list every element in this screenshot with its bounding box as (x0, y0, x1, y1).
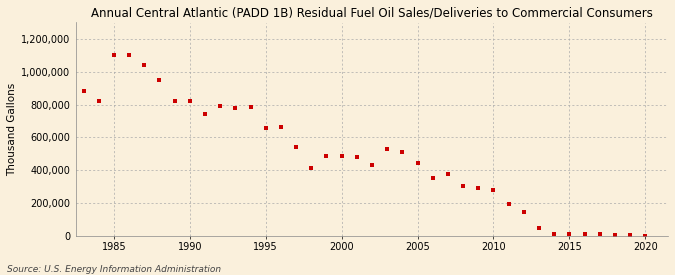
Y-axis label: Thousand Gallons: Thousand Gallons (7, 82, 17, 176)
Title: Annual Central Atlantic (PADD 1B) Residual Fuel Oil Sales/Deliveries to Commerci: Annual Central Atlantic (PADD 1B) Residu… (91, 7, 653, 20)
Text: Source: U.S. Energy Information Administration: Source: U.S. Energy Information Administ… (7, 265, 221, 274)
